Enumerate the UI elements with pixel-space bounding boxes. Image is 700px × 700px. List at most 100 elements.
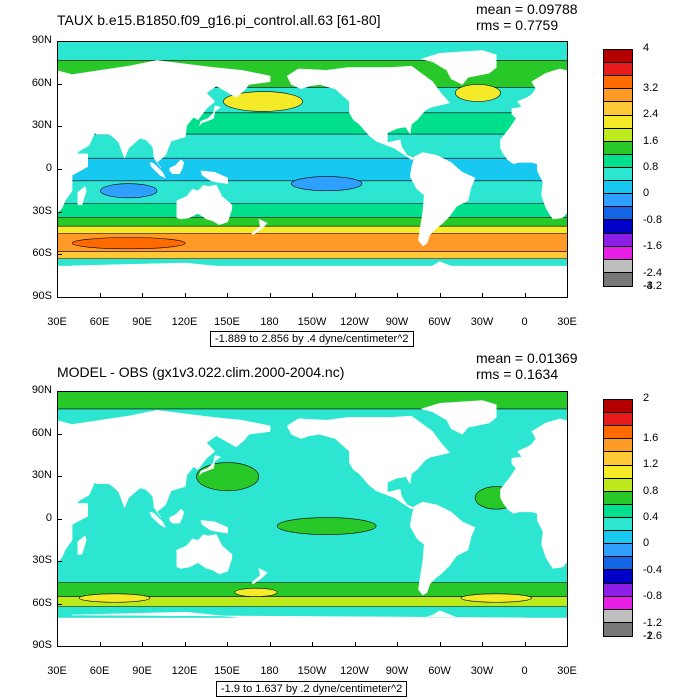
colorbar-cell xyxy=(604,128,632,142)
x-tick-label: 120W xyxy=(340,665,369,677)
colorbar-cell xyxy=(604,76,632,90)
land-africa-eurasia xyxy=(500,68,567,220)
colorbar-cell xyxy=(604,544,632,558)
y-tick xyxy=(57,518,62,520)
y-tick xyxy=(57,83,62,85)
x-tick-label: 120W xyxy=(340,316,369,328)
colorbar-cell xyxy=(604,478,632,492)
map-svg xyxy=(58,392,567,646)
land-antarctica xyxy=(72,610,525,646)
x-tick xyxy=(227,293,228,298)
colorbar-cell xyxy=(604,622,632,636)
colorbar-label: 1.6 xyxy=(643,431,659,444)
colorbar-cell xyxy=(604,570,632,584)
land-north-america xyxy=(286,65,451,160)
x-tick-label: 90E xyxy=(132,316,152,328)
y-tick xyxy=(57,561,62,562)
rms-label: rms = 0.1634 xyxy=(476,366,559,382)
land-madagascar xyxy=(77,535,87,555)
x-tick xyxy=(524,293,526,298)
y-tick xyxy=(57,297,62,298)
colorbar-label: -0.8 xyxy=(643,590,662,603)
y-tick xyxy=(57,476,62,477)
y-tick-label: 30N xyxy=(31,469,52,481)
contour-band xyxy=(58,582,567,597)
x-tick-label: 150W xyxy=(297,665,327,677)
colorbar-cell xyxy=(604,504,632,518)
y-tick-label: 0 xyxy=(45,162,52,174)
x-tick-label: 90E xyxy=(132,665,152,677)
contour-band xyxy=(58,606,567,618)
colorbar-cell xyxy=(604,194,632,208)
y-tick xyxy=(57,169,62,170)
colorbar-label: -4 xyxy=(643,280,653,292)
y-tick-label: 0 xyxy=(45,511,52,524)
colorbar-cell xyxy=(604,115,632,129)
colorbar-cell xyxy=(604,102,632,116)
colorbar-label: 4 xyxy=(643,42,650,54)
colorbar-cell xyxy=(604,63,632,77)
colorbar-cell xyxy=(604,168,632,182)
x-tick-label: 150E xyxy=(214,665,240,677)
contour-patch xyxy=(100,183,158,199)
contour-band xyxy=(58,258,567,266)
y-tick-label: 30S xyxy=(32,554,52,566)
contour-caption: -1.889 to 2.856 by .4 dyne/centimeter^2 xyxy=(210,331,414,347)
contour-patch xyxy=(71,237,186,250)
x-tick xyxy=(57,293,58,298)
x-tick-label: 30E xyxy=(557,665,577,677)
x-tick xyxy=(142,642,143,647)
x-tick xyxy=(99,642,101,647)
panel-top: TAUX b.e15.B1850.f09_g16.pi_control.all.… xyxy=(31,1,662,347)
contour-patch xyxy=(223,91,303,112)
land-africa-eurasia xyxy=(500,418,567,569)
colorbar-label: 2 xyxy=(643,392,650,404)
colorbar-cell xyxy=(604,154,632,168)
land-south-america xyxy=(409,501,476,596)
land-africa-eurasia xyxy=(58,410,271,563)
colorbar-label: -2 xyxy=(643,630,653,642)
colorbar-label: 0 xyxy=(643,187,650,200)
contour-patch xyxy=(276,517,377,535)
y-tick xyxy=(57,603,62,605)
x-tick-label: 60E xyxy=(89,665,110,677)
contour-band xyxy=(58,217,567,227)
colorbar-cell xyxy=(604,220,632,234)
x-tick-label: 90W xyxy=(385,665,409,677)
x-tick xyxy=(184,642,186,647)
colorbar-cell xyxy=(604,518,632,532)
y-tick-label: 90S xyxy=(32,290,52,302)
land-new-zealand xyxy=(251,218,268,236)
x-tick-label: 60W xyxy=(428,665,451,677)
contour-band xyxy=(58,203,567,218)
y-tick xyxy=(57,41,62,42)
colorbar-label: 2.4 xyxy=(643,108,659,121)
colorbar-cell xyxy=(604,452,632,466)
y-tick-label: 60S xyxy=(32,596,52,609)
land-madagascar xyxy=(77,186,87,206)
contour-patch xyxy=(455,84,501,102)
colorbar-cell xyxy=(604,465,632,479)
y-tick xyxy=(57,433,62,435)
y-tick-label: 60N xyxy=(31,76,52,89)
y-tick xyxy=(57,646,62,647)
x-tick-label: 150W xyxy=(297,316,327,328)
mean-label: mean = 0.09788 xyxy=(476,1,578,17)
contour-band xyxy=(58,226,567,234)
x-tick xyxy=(567,293,568,298)
x-tick-label: 180 xyxy=(260,316,279,328)
x-tick xyxy=(482,642,483,647)
map-plot xyxy=(57,391,568,647)
contour-patch xyxy=(196,462,260,492)
land-greenland xyxy=(420,50,497,85)
land-antarctica xyxy=(72,261,525,297)
colorbar-cell xyxy=(604,233,632,247)
colorbar-cell xyxy=(604,246,632,260)
colorbar-cell xyxy=(604,491,632,505)
colorbar-cell xyxy=(604,50,632,64)
y-tick-label: 30S xyxy=(32,204,52,217)
land-japan xyxy=(199,105,222,126)
land-sumatra xyxy=(149,162,167,179)
colorbar-label: 0.4 xyxy=(643,511,659,523)
x-tick-label: 30W xyxy=(470,665,494,677)
